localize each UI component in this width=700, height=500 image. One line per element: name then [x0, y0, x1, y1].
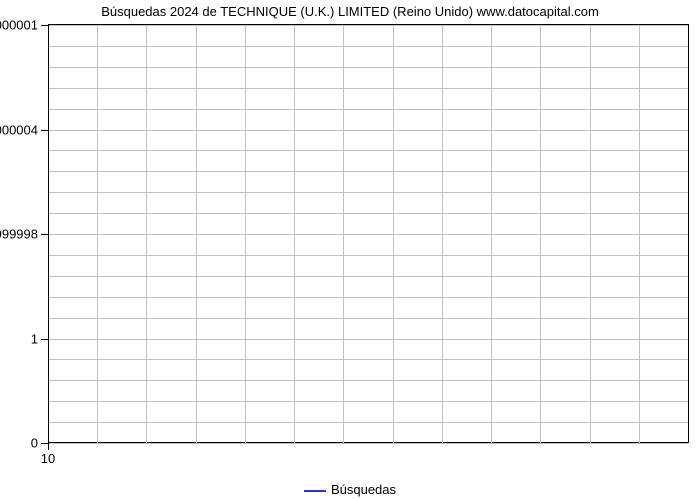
minor-gridline-h: [48, 401, 688, 402]
minor-gridline-h: [48, 213, 688, 214]
legend: Búsquedas: [0, 482, 700, 497]
plot-area: 011.99999999999999983.00000000000000044.…: [48, 24, 689, 443]
gridline-v: [540, 25, 541, 443]
y-axis-label: 3.0000000000000004: [0, 122, 48, 137]
gridline-v: [97, 25, 98, 443]
major-gridline-h: [48, 25, 688, 26]
x-axis-line: [48, 442, 688, 443]
gridline-v: [442, 25, 443, 443]
minor-gridline-h: [48, 276, 688, 277]
minor-gridline-h: [48, 67, 688, 68]
x-axis-label: 10: [41, 443, 55, 466]
minor-gridline-h: [48, 359, 688, 360]
minor-gridline-h: [48, 46, 688, 47]
major-gridline-h: [48, 443, 688, 444]
gridline-v: [590, 25, 591, 443]
minor-gridline-h: [48, 171, 688, 172]
gridline-v: [343, 25, 344, 443]
gridline-v: [491, 25, 492, 443]
gridline-v: [245, 25, 246, 443]
minor-gridline-h: [48, 88, 688, 89]
y-axis-line: [48, 25, 49, 443]
major-gridline-h: [48, 339, 688, 340]
minor-gridline-h: [48, 318, 688, 319]
major-gridline-h: [48, 130, 688, 131]
minor-gridline-h: [48, 109, 688, 110]
minor-gridline-h: [48, 380, 688, 381]
chart-container: Búsquedas 2024 de TECHNIQUE (U.K.) LIMIT…: [0, 0, 700, 500]
gridline-v: [393, 25, 394, 443]
gridline-v: [196, 25, 197, 443]
gridline-v: [146, 25, 147, 443]
gridline-v: [639, 25, 640, 443]
minor-gridline-h: [48, 255, 688, 256]
minor-gridline-h: [48, 297, 688, 298]
y-axis-label: 1: [31, 331, 48, 346]
gridline-v: [294, 25, 295, 443]
major-gridline-h: [48, 234, 688, 235]
minor-gridline-h: [48, 150, 688, 151]
y-axis-label: 1.9999999999999998: [0, 227, 48, 242]
minor-gridline-h: [48, 422, 688, 423]
legend-label: Búsquedas: [331, 482, 396, 497]
minor-gridline-h: [48, 192, 688, 193]
y-axis-label: 4.000000000000001: [0, 18, 48, 33]
legend-line: [304, 490, 326, 492]
chart-title: Búsquedas 2024 de TECHNIQUE (U.K.) LIMIT…: [0, 0, 700, 21]
